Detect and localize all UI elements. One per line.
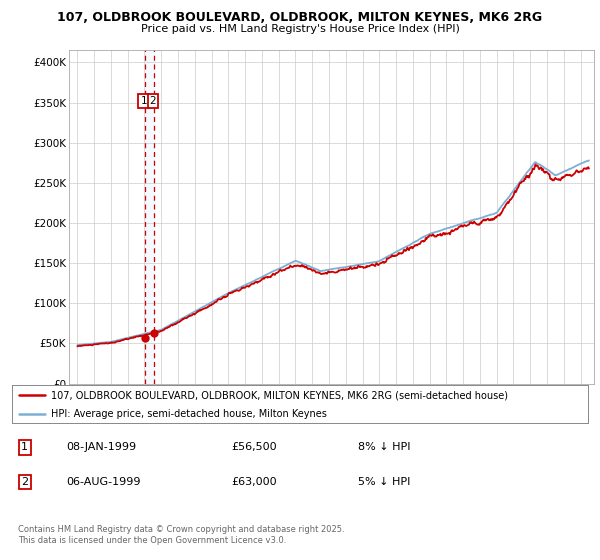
Text: 1: 1 [140,96,147,106]
Text: 1: 1 [21,442,28,452]
Text: HPI: Average price, semi-detached house, Milton Keynes: HPI: Average price, semi-detached house,… [51,409,327,419]
Text: £56,500: £56,500 [231,442,277,452]
Text: 2: 2 [21,477,28,487]
Text: 107, OLDBROOK BOULEVARD, OLDBROOK, MILTON KEYNES, MK6 2RG (semi-detached house): 107, OLDBROOK BOULEVARD, OLDBROOK, MILTO… [51,390,508,400]
Text: 5% ↓ HPI: 5% ↓ HPI [358,477,410,487]
Text: Contains HM Land Registry data © Crown copyright and database right 2025.
This d: Contains HM Land Registry data © Crown c… [18,525,344,545]
Text: 08-JAN-1999: 08-JAN-1999 [67,442,137,452]
Text: 2: 2 [149,96,156,106]
Bar [145,50,154,384]
Text: £63,000: £63,000 [231,477,277,487]
Text: 8% ↓ HPI: 8% ↓ HPI [358,442,410,452]
Text: 06-AUG-1999: 06-AUG-1999 [67,477,141,487]
Text: Price paid vs. HM Land Registry's House Price Index (HPI): Price paid vs. HM Land Registry's House … [140,24,460,34]
Text: 107, OLDBROOK BOULEVARD, OLDBROOK, MILTON KEYNES, MK6 2RG: 107, OLDBROOK BOULEVARD, OLDBROOK, MILTO… [58,11,542,24]
